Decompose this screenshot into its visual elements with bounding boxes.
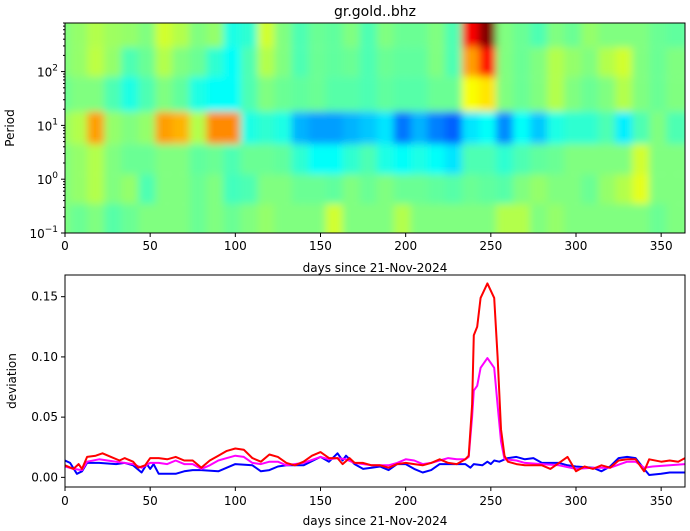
- y-tick-label: 0.05: [31, 410, 58, 424]
- line-ylabel: deviation: [5, 353, 19, 409]
- y-tick-label: 100: [37, 171, 58, 187]
- heatmap-cell: [666, 174, 685, 204]
- y-tick-label: 0.00: [31, 470, 58, 484]
- x-tick-label: 300: [565, 494, 588, 508]
- x-tick-label: 300: [565, 239, 588, 253]
- x-tick-label: 200: [394, 239, 417, 253]
- heatmap-xlabel: days since 21-Nov-2024: [303, 261, 448, 275]
- x-tick-label: 350: [650, 494, 673, 508]
- heatmap-cells: [65, 23, 685, 233]
- x-tick-label: 150: [309, 239, 332, 253]
- heatmap-title: gr.gold..bhz: [334, 4, 416, 20]
- series-line: [65, 452, 685, 476]
- x-tick-label: 50: [143, 239, 158, 253]
- x-tick-label: 150: [309, 494, 332, 508]
- x-tick-label: 250: [479, 494, 502, 508]
- x-tick-label: 100: [224, 239, 247, 253]
- series-line: [65, 282, 685, 473]
- x-tick-label: 50: [143, 494, 158, 508]
- y-tick-label: 0.10: [31, 350, 58, 364]
- heatmap-cell: [666, 144, 685, 175]
- heatmap-cell: [666, 47, 685, 77]
- y-tick-label: 0.15: [31, 290, 58, 304]
- heatmap-cell: [666, 76, 685, 112]
- y-tick-label: 10−1: [29, 225, 58, 241]
- line-series: [65, 282, 685, 476]
- x-tick-label: 250: [479, 239, 502, 253]
- y-tick-label: 102: [37, 64, 58, 80]
- x-tick-label: 100: [224, 494, 247, 508]
- heatmap-ylabel: Period: [3, 109, 17, 146]
- heatmap-axes: 0 50 100 150 200 250 300 350 10−1 100 101 102: [29, 22, 673, 253]
- series-line: [65, 357, 685, 472]
- y-tick-label: 101: [37, 117, 58, 133]
- heatmap-cell: [666, 203, 685, 233]
- line-xlabel: days since 21-Nov-2024: [303, 514, 448, 528]
- line-axes-frame: [64, 274, 686, 488]
- heatmap-cell: [666, 111, 685, 145]
- x-tick-label: 0: [61, 494, 69, 508]
- x-tick-label: 350: [650, 239, 673, 253]
- x-tick-label: 0: [61, 239, 69, 253]
- x-tick-label: 200: [394, 494, 417, 508]
- line-axes: 0 50 100 150 200 250 300 350 0.00 0.05 0.10 0.15: [31, 290, 672, 508]
- heatmap-cell: [666, 23, 685, 48]
